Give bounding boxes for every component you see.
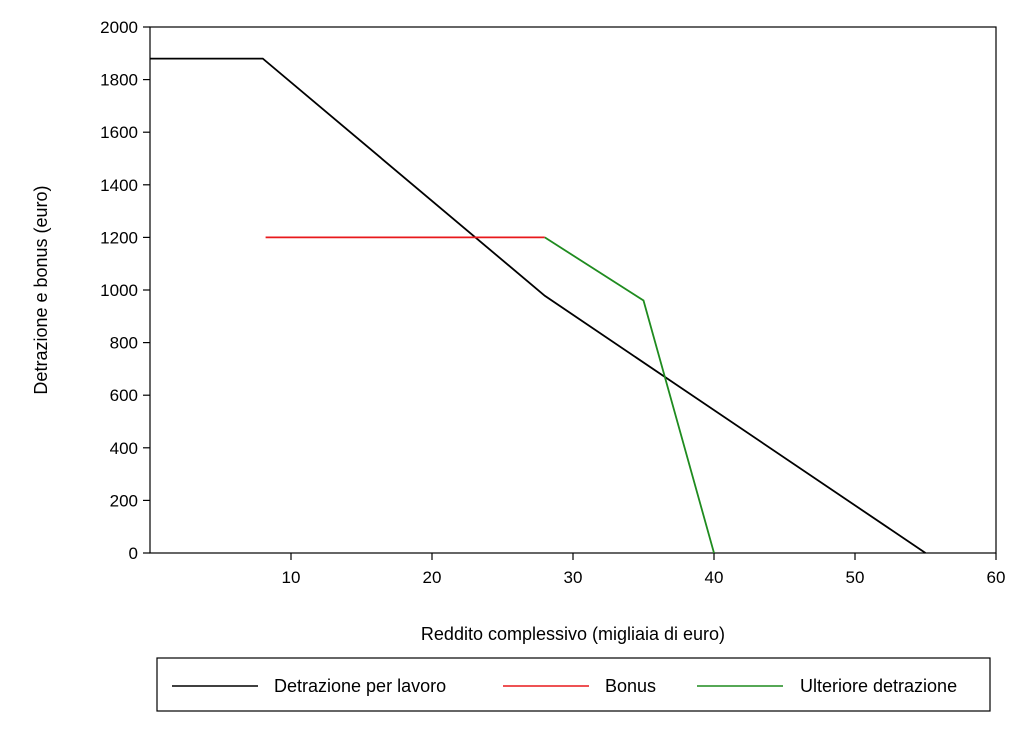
y-axis-title: Detrazione e bonus (euro) [31,185,51,394]
legend-label: Detrazione per lavoro [274,676,446,696]
y-tick-label: 1800 [100,71,138,90]
legend-label: Ulteriore detrazione [800,676,957,696]
legend: Detrazione per lavoro Bonus Ulteriore detr… [156,657,991,712]
legend-box [156,657,991,712]
x-axis-title: Reddito complessivo (migliaia di euro) [421,624,725,644]
y-tick-label: 1000 [100,281,138,300]
y-axis-ticks: 0 200 400 600 800 1000 1200 1400 1600 1800 2000 [100,18,150,563]
series-line-ulteriore-detrazione [544,236,715,554]
x-tick-label: 10 [282,568,301,587]
y-tick-label: 1200 [100,228,138,247]
x-tick-label: 20 [423,568,442,587]
legend-label: Bonus [605,676,656,696]
x-axis-ticks: 10 20 30 40 50 60 [282,553,1006,587]
y-tick-label: 0 [129,544,138,563]
x-tick-label: 40 [705,568,724,587]
legend-items: Detrazione per lavoro Bonus Ulteriore detr… [172,676,957,696]
plot-frame [149,26,997,554]
x-tick-label: 30 [564,568,583,587]
x-tick-label: 50 [846,568,865,587]
series-line-detrazione-per-lavoro [150,57,927,554]
y-tick-label: 2000 [100,18,138,37]
y-tick-label: 400 [110,439,138,458]
y-tick-label: 800 [110,334,138,353]
y-tick-label: 1400 [100,176,138,195]
series-layer [150,57,927,554]
y-tick-label: 600 [110,386,138,405]
y-tick-label: 1600 [100,123,138,142]
y-tick-label: 200 [110,491,138,510]
x-tick-label: 60 [987,568,1006,587]
